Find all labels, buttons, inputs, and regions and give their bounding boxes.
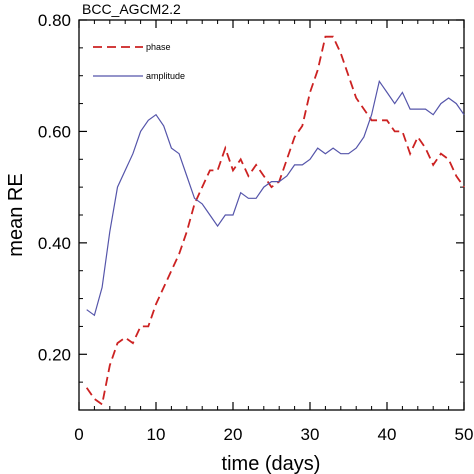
series-line-phase [85,35,465,406]
series-line-amplitude [86,79,465,317]
y-tick-label: 0.20 [38,345,71,364]
y-axis: 0.20 0.40 0.60 0.80 [38,11,464,383]
x-tick-label: 20 [224,425,243,444]
legend-label-phase: phase [146,42,171,52]
y-tick-label: 0.60 [38,122,71,141]
x-axis-title: time (days) [222,453,321,474]
legend-label-amplitude: amplitude [146,71,185,81]
x-tick-label: 30 [301,425,320,444]
x-tick-label: 10 [147,425,166,444]
y-axis-title: mean RE [5,173,27,256]
series-lines [85,35,465,406]
x-tick-label: 0 [74,425,83,444]
x-axis: 0 10 20 30 40 50 [74,20,473,444]
chart-title: BCC_AGCM2.2 [82,1,181,17]
x-tick-label: 40 [378,425,397,444]
x-tick-label: 50 [455,425,474,444]
legend: phase amplitude [93,42,185,81]
y-tick-label: 0.40 [38,234,71,253]
plot-frame [78,19,465,411]
y-tick-label: 0.80 [38,11,71,30]
